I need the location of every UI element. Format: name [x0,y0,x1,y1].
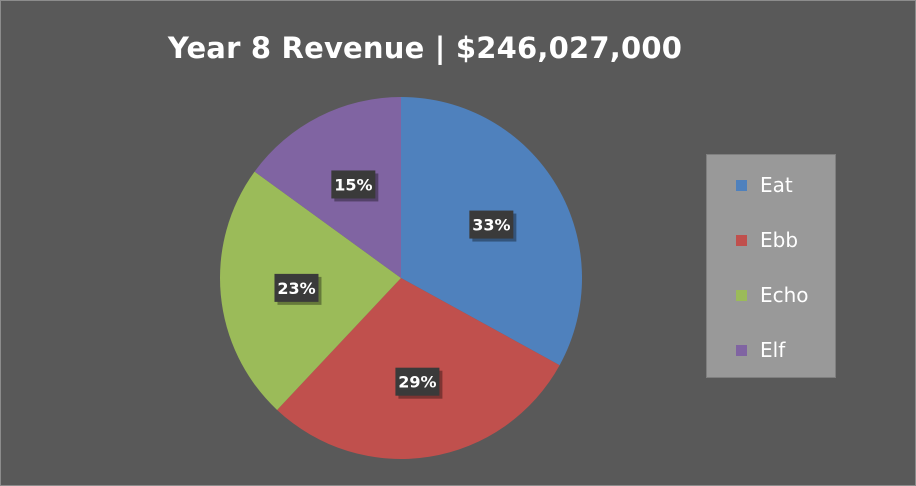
data-label-box [331,170,376,199]
legend-swatch-ebb [736,234,747,246]
legend-label-elf: Elf [760,338,786,362]
legend-item-echo: Echo [736,283,809,307]
legend-swatch-eat [736,179,747,191]
legend: Eat Ebb Echo Elf [706,154,836,378]
legend-item-ebb: Ebb [736,228,799,252]
data-label-elf: 15% [331,170,379,202]
data-label-box [395,367,440,396]
legend-item-eat: Eat [736,173,793,197]
data-label-text: 29% [398,373,436,392]
legend-label-eat: Eat [760,173,793,197]
legend-item-elf: Elf [736,338,786,362]
pie-slice-elf [254,97,401,278]
legend-label-echo: Echo [760,283,809,307]
data-label-text: 15% [334,175,372,194]
data-label-eat: 33% [469,210,517,242]
legend-swatch-elf [736,344,747,356]
data-label-box [274,273,319,302]
data-label-text: 33% [472,216,510,235]
legend-swatch-echo [736,289,747,301]
data-label-echo: 23% [274,273,322,305]
chart-title: Year 8 Revenue | $246,027,000 [167,31,683,65]
data-label-ebb: 29% [395,367,443,399]
data-label-box [469,210,514,239]
legend-label-ebb: Ebb [760,228,799,252]
data-label-text: 23% [277,279,315,298]
